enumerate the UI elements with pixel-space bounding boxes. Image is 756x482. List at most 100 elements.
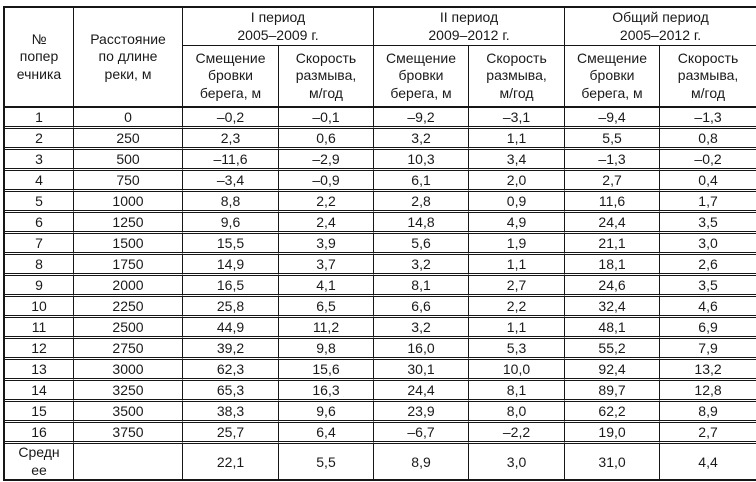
value-cell: 2,3 bbox=[183, 129, 279, 150]
row-number-cell: 14 bbox=[5, 381, 74, 402]
value-cell: 6,9 bbox=[660, 318, 756, 339]
header-displacement-period-1: Смещение бровки берега, м bbox=[183, 46, 279, 108]
average-value-cell: 8,9 bbox=[374, 444, 470, 479]
value-cell: 3,2 bbox=[374, 318, 470, 339]
value-cell: 3,2 bbox=[374, 255, 470, 276]
value-cell: 19,0 bbox=[565, 423, 661, 444]
table-row: 6 1250 9,6 2,4 14,8 4,9 24,4 3,5 bbox=[5, 213, 756, 234]
value-cell: 32,4 bbox=[565, 297, 661, 318]
value-cell: 6,1 bbox=[374, 171, 470, 192]
value-cell: 1,1 bbox=[469, 318, 566, 339]
value-cell: 3,5 bbox=[660, 276, 756, 297]
table-row: 13 3000 62,3 15,6 30,1 10,0 92,4 13,2 bbox=[5, 360, 756, 381]
value-cell: 62,2 bbox=[565, 402, 661, 423]
table-row: 16 3750 25,7 6,4 –6,7 –2,2 19,0 2,7 bbox=[5, 423, 756, 444]
value-cell: 18,1 bbox=[565, 255, 661, 276]
value-cell: 5,3 bbox=[469, 339, 566, 360]
table-row: 7 1500 15,5 3,9 5,6 1,9 21,1 3,0 bbox=[5, 234, 756, 255]
value-cell: 4,6 bbox=[660, 297, 756, 318]
value-cell: –2,9 bbox=[279, 150, 375, 171]
value-cell: 2,2 bbox=[469, 297, 566, 318]
value-cell: 2,0 bbox=[469, 171, 566, 192]
distance-cell: 2500 bbox=[74, 318, 183, 339]
value-cell: –0,2 bbox=[183, 108, 279, 129]
value-cell: –1,3 bbox=[660, 108, 756, 129]
value-cell: –6,7 bbox=[374, 423, 470, 444]
value-cell: 21,1 bbox=[565, 234, 661, 255]
value-cell: 13,2 bbox=[660, 360, 756, 381]
value-cell: 0,8 bbox=[660, 129, 756, 150]
value-cell: 3,2 bbox=[374, 129, 470, 150]
average-row-label: Средн ее bbox=[5, 444, 74, 479]
row-number-cell: 1 bbox=[5, 108, 74, 129]
average-value-cell: 3,0 bbox=[469, 444, 566, 479]
header-distance: Расстояние по длине реки, м bbox=[74, 8, 183, 108]
value-cell: 62,3 bbox=[183, 360, 279, 381]
row-number-cell: 2 bbox=[5, 129, 74, 150]
value-cell: 8,0 bbox=[469, 402, 566, 423]
distance-cell: 250 bbox=[74, 129, 183, 150]
value-cell: 4,1 bbox=[279, 276, 375, 297]
distance-cell: 500 bbox=[74, 150, 183, 171]
value-cell: 16,5 bbox=[183, 276, 279, 297]
value-cell: 2,7 bbox=[660, 423, 756, 444]
value-cell: 14,9 bbox=[183, 255, 279, 276]
value-cell: 39,2 bbox=[183, 339, 279, 360]
distance-cell: 2000 bbox=[74, 276, 183, 297]
value-cell: –11,6 bbox=[183, 150, 279, 171]
value-cell: 11,6 bbox=[565, 192, 661, 213]
row-number-cell: 7 bbox=[5, 234, 74, 255]
value-cell: –3,4 bbox=[183, 171, 279, 192]
average-row: Средн ее 22,1 5,5 8,9 3,0 31,0 4,4 bbox=[5, 444, 756, 479]
value-cell: 2,7 bbox=[469, 276, 566, 297]
value-cell: 2,8 bbox=[374, 192, 470, 213]
row-number-cell: 10 bbox=[5, 297, 74, 318]
distance-cell: 1500 bbox=[74, 234, 183, 255]
value-cell: 0,9 bbox=[469, 192, 566, 213]
header-row-periods: № попер ечника Расстояние по длине реки,… bbox=[5, 8, 756, 108]
value-cell: 9,8 bbox=[279, 339, 375, 360]
value-cell: 38,3 bbox=[183, 402, 279, 423]
value-cell: 24,4 bbox=[565, 213, 661, 234]
table-row: 11 2500 44,9 11,2 3,2 1,1 48,1 6,9 bbox=[5, 318, 756, 339]
value-cell: 48,1 bbox=[565, 318, 661, 339]
value-cell: 4,9 bbox=[469, 213, 566, 234]
distance-cell: 3000 bbox=[74, 360, 183, 381]
value-cell: 3,0 bbox=[660, 234, 756, 255]
value-cell: 10,3 bbox=[374, 150, 470, 171]
table-row: 1 0 –0,2 –0,1 –9,2 –3,1 –9,4 –1,3 bbox=[5, 108, 756, 129]
distance-cell: 2250 bbox=[74, 297, 183, 318]
value-cell: 15,5 bbox=[183, 234, 279, 255]
value-cell: –2,2 bbox=[469, 423, 566, 444]
value-cell: 6,4 bbox=[279, 423, 375, 444]
value-cell: 1,1 bbox=[469, 129, 566, 150]
average-distance-cell bbox=[74, 444, 183, 479]
distance-cell: 750 bbox=[74, 171, 183, 192]
value-cell: –1,3 bbox=[565, 150, 661, 171]
value-cell: –0,1 bbox=[279, 108, 375, 129]
value-cell: 92,4 bbox=[565, 360, 661, 381]
value-cell: 8,9 bbox=[660, 402, 756, 423]
value-cell: 1,7 bbox=[660, 192, 756, 213]
value-cell: 10,0 bbox=[469, 360, 566, 381]
table-row: 15 3500 38,3 9,6 23,9 8,0 62,2 8,9 bbox=[5, 402, 756, 423]
value-cell: 2,2 bbox=[279, 192, 375, 213]
erosion-data-table: № попер ечника Расстояние по длине реки,… bbox=[3, 6, 756, 481]
value-cell: 9,6 bbox=[279, 402, 375, 423]
header-period-overall: Общий период 2005–2012 г. bbox=[565, 8, 756, 46]
value-cell: 55,2 bbox=[565, 339, 661, 360]
row-number-cell: 13 bbox=[5, 360, 74, 381]
value-cell: 30,1 bbox=[374, 360, 470, 381]
average-value-cell: 5,5 bbox=[279, 444, 375, 479]
value-cell: –3,1 bbox=[469, 108, 566, 129]
value-cell: 9,6 bbox=[183, 213, 279, 234]
table-row: 10 2250 25,8 6,5 6,6 2,2 32,4 4,6 bbox=[5, 297, 756, 318]
table-row: 8 1750 14,9 3,7 3,2 1,1 18,1 2,6 bbox=[5, 255, 756, 276]
average-value-cell: 4,4 bbox=[698, 453, 718, 470]
value-cell: 5,5 bbox=[565, 129, 661, 150]
value-cell: 1,1 bbox=[469, 255, 566, 276]
value-cell: 25,7 bbox=[183, 423, 279, 444]
header-row-measures: Смещение бровки берега, м Скорость размы… bbox=[5, 46, 756, 108]
value-cell: 1,9 bbox=[469, 234, 566, 255]
value-cell: 0,4 bbox=[660, 171, 756, 192]
